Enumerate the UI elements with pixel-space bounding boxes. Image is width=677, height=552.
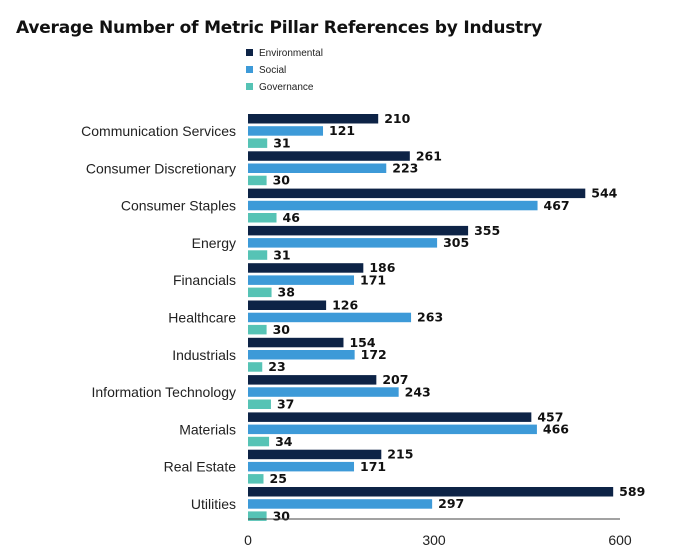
value-label: 25 — [270, 471, 287, 486]
value-label: 46 — [283, 210, 301, 225]
legend-label-social: Social — [259, 65, 286, 76]
bar-governance — [248, 436, 270, 447]
category-label: Consumer Discretionary — [86, 160, 236, 176]
category-label: Healthcare — [168, 309, 236, 325]
bar-governance — [248, 399, 271, 409]
chart-title: Average Number of Metric Pillar Referenc… — [16, 18, 543, 38]
value-label: 34 — [275, 434, 293, 449]
bar-environmental — [248, 263, 364, 273]
bar-social — [248, 499, 433, 509]
bar-social — [248, 275, 355, 285]
x-tick-label: 600 — [608, 532, 632, 548]
legend-swatch-social — [246, 66, 253, 73]
value-label: 355 — [474, 223, 500, 238]
bar-environmental — [248, 188, 586, 199]
value-label: 30 — [273, 508, 291, 523]
value-label: 171 — [360, 272, 386, 287]
bar-governance — [248, 213, 277, 223]
legend-swatch-environmental — [246, 49, 253, 56]
value-label: 126 — [332, 298, 358, 313]
value-label: 215 — [387, 447, 413, 462]
category-label: Consumer Staples — [121, 198, 236, 214]
value-label: 171 — [360, 459, 386, 474]
value-label: 38 — [278, 285, 295, 300]
bar-governance — [248, 175, 267, 186]
value-label: 589 — [619, 484, 645, 499]
category-label: Communication Services — [81, 123, 236, 139]
bar-governance — [248, 324, 267, 335]
bar-social — [248, 163, 387, 173]
bar-environmental — [248, 114, 379, 124]
value-label: 467 — [544, 198, 570, 213]
category-label: Industrials — [172, 347, 236, 363]
category-label: Financials — [173, 272, 236, 288]
value-label: 30 — [273, 173, 291, 188]
category-label: Utilities — [191, 496, 236, 512]
bar-environmental — [248, 300, 327, 310]
value-label: 172 — [361, 347, 387, 362]
value-label: 23 — [268, 359, 285, 374]
value-label: 297 — [438, 496, 464, 511]
category-label: Materials — [179, 421, 236, 437]
bar-environmental — [248, 412, 532, 422]
bar-social — [248, 126, 324, 136]
legend: Environmental Social Governance — [246, 48, 323, 93]
bar-social — [248, 387, 399, 397]
legend-label-environmental: Environmental — [259, 48, 323, 59]
bar-governance — [248, 287, 272, 298]
bar-governance — [248, 474, 264, 484]
value-label: 457 — [537, 409, 563, 424]
bar-environmental — [248, 151, 410, 161]
x-tick-label: 300 — [422, 532, 446, 548]
value-label: 243 — [405, 384, 431, 399]
bar-governance — [248, 362, 263, 372]
bar-social — [248, 461, 355, 472]
x-tick-label: 0 — [244, 532, 252, 548]
value-label: 30 — [273, 322, 291, 337]
value-label: 305 — [443, 235, 469, 250]
category-labels: Communication Services Consumer Discretio… — [81, 123, 236, 512]
bar-environmental — [248, 487, 614, 497]
bar-environmental — [248, 337, 344, 348]
bar-environmental — [248, 375, 377, 385]
category-label: Information Technology — [92, 384, 237, 400]
x-axis: 0 300 600 — [244, 518, 632, 548]
bars: 2101213126122330544467463553053118617138… — [248, 111, 645, 523]
value-label: 37 — [277, 397, 294, 412]
value-label: 31 — [273, 247, 290, 262]
legend-swatch-governance — [246, 83, 253, 90]
bar-governance — [248, 138, 268, 148]
bar-governance — [248, 250, 268, 260]
value-label: 31 — [273, 135, 290, 150]
legend-label-governance: Governance — [259, 82, 314, 93]
bar-social — [248, 238, 438, 248]
category-label: Energy — [192, 235, 236, 251]
value-label: 121 — [329, 123, 355, 138]
value-label: 263 — [417, 310, 443, 325]
bar-social — [248, 350, 355, 360]
value-label: 261 — [416, 148, 442, 163]
bar-social — [248, 424, 537, 435]
value-label: 186 — [369, 260, 395, 275]
bar-social — [248, 312, 412, 323]
category-label: Real Estate — [164, 459, 237, 475]
value-label: 207 — [382, 372, 408, 387]
bar-environmental — [248, 225, 469, 236]
bar-social — [248, 200, 538, 211]
value-label: 223 — [392, 161, 418, 176]
value-label: 466 — [543, 422, 569, 437]
value-label: 154 — [349, 335, 375, 350]
value-label: 210 — [384, 111, 410, 126]
bar-environmental — [248, 449, 382, 460]
value-label: 544 — [591, 186, 617, 201]
bar-governance — [248, 511, 267, 521]
